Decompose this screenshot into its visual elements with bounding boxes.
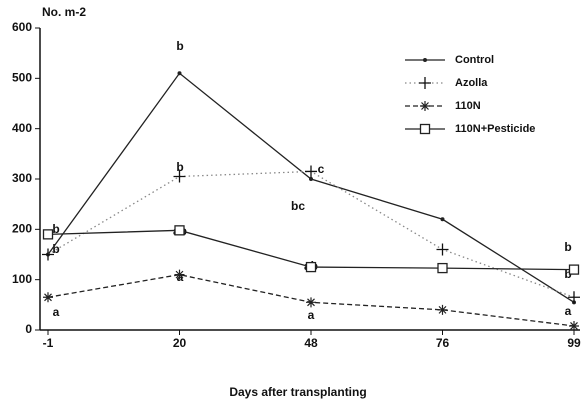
annotation: b [564, 267, 571, 281]
y-axis-label: No. m-2 [42, 5, 86, 19]
marker [305, 165, 317, 178]
marker [173, 170, 186, 183]
y-tick-label: 200 [12, 222, 32, 236]
annotation: b [176, 160, 183, 174]
marker [440, 217, 445, 222]
marker [568, 291, 580, 304]
x-tick-label: 99 [567, 336, 581, 350]
marker [174, 269, 185, 280]
marker [42, 248, 54, 261]
legend-marker [420, 101, 430, 111]
y-tick-label: 400 [12, 121, 32, 135]
marker [174, 225, 185, 236]
marker [309, 177, 313, 181]
legend-label: Azolla [455, 77, 488, 89]
annotation: a [308, 308, 315, 322]
legend-label: Control [455, 54, 494, 66]
x-tick-label: 20 [173, 336, 187, 350]
marker [568, 264, 580, 275]
annotation: b [52, 222, 59, 236]
legend-label: 110N [455, 100, 481, 112]
marker [42, 229, 54, 240]
legend-marker [423, 58, 427, 62]
annotation: b [564, 240, 571, 254]
series-line [47, 170, 575, 298]
annotation: bc [291, 199, 305, 213]
legend-marker [419, 123, 431, 135]
annotation: c [318, 162, 325, 176]
legend-label: 110N+Pesticide [455, 123, 535, 135]
annotation: b [176, 39, 183, 53]
marker [43, 292, 53, 303]
marker [436, 243, 449, 256]
annotation: a [177, 270, 184, 284]
y-tick-label: 0 [25, 322, 32, 336]
marker [306, 297, 316, 308]
y-tick-label: 300 [12, 171, 32, 185]
x-axis-label: Days after transplanting [229, 385, 366, 399]
x-tick-label: -1 [43, 336, 54, 350]
legend-marker [419, 77, 431, 89]
annotation: a [53, 305, 60, 319]
marker [437, 304, 448, 315]
marker [437, 262, 448, 274]
x-tick-label: 76 [436, 336, 450, 350]
marker [177, 71, 182, 76]
x-tick-label: 48 [304, 336, 318, 350]
annotation: a [565, 304, 572, 318]
marker [305, 261, 317, 273]
y-tick-label: 600 [12, 20, 32, 34]
y-tick-label: 500 [12, 71, 32, 85]
marker [569, 320, 579, 331]
y-tick-label: 100 [12, 272, 32, 286]
